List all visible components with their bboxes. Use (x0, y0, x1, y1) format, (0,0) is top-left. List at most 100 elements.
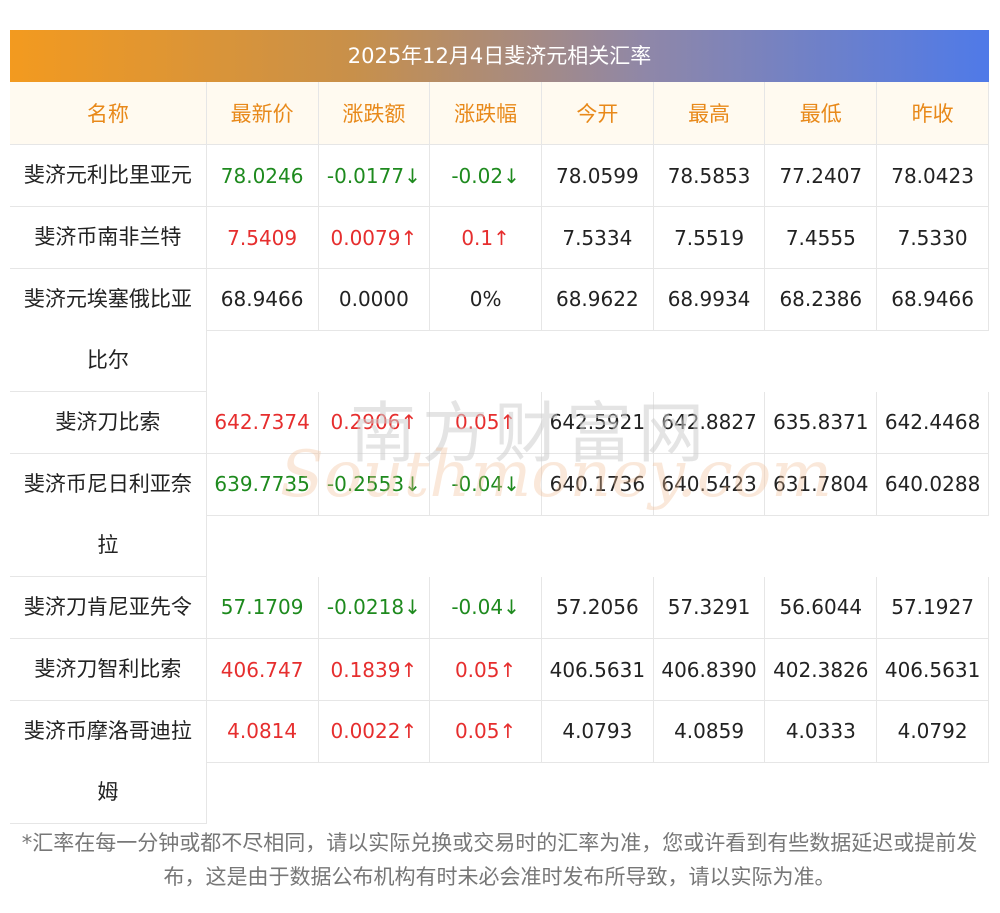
rates-table: 名称 最新价 涨跌额 涨跌幅 今开 最高 最低 昨收 斐济元利比里亚元 78.02… (10, 82, 989, 824)
cell-pct: 0.05↑ (429, 700, 542, 763)
currency-name: 斐济刀肯尼亚先令 (10, 576, 207, 639)
cell-prev: 4.0792 (876, 700, 989, 763)
cell-open: 642.5921 (541, 391, 654, 454)
cell-prev: 57.1927 (876, 576, 989, 639)
cell-high: 640.5423 (653, 453, 766, 516)
cell-latest: 57.1709 (206, 576, 319, 639)
cell-pct: -0.02↓ (429, 144, 542, 207)
table-row: 斐济刀比索 642.7374 0.2906↑ 0.05↑ 642.5921 642.882… (10, 391, 989, 454)
table-row: 斐济币摩洛哥迪拉姆 4.0814 0.0022↑ 0.05↑ 4.0793 4.0859 4… (10, 700, 989, 824)
cell-high: 57.3291 (653, 576, 766, 639)
table-row: 斐济刀肯尼亚先令 57.1709 -0.0218↓ -0.04↓ 57.2056 57.3… (10, 576, 989, 639)
row-spacer (206, 330, 988, 391)
cell-open: 68.9622 (541, 268, 654, 331)
cell-latest: 639.7735 (206, 453, 319, 516)
currency-name-line1: 斐济币摩洛哥迪拉 (23, 719, 192, 743)
currency-name: 斐济币摩洛哥迪拉姆 (10, 700, 207, 824)
header-pct: 涨跌幅 (429, 82, 542, 145)
cell-prev: 642.4468 (876, 391, 989, 454)
table-row: 斐济刀智利比索 406.747 0.1839↑ 0.05↑ 406.5631 406.83… (10, 638, 989, 701)
cell-prev: 406.5631 (876, 638, 989, 701)
cell-pct: -0.04↓ (429, 576, 542, 639)
table-row: 斐济元利比里亚元 78.0246 -0.0177↓ -0.02↓ 78.0599 78.5… (10, 144, 989, 207)
cell-open: 4.0793 (541, 700, 654, 763)
currency-name-line2: 姆 (97, 780, 119, 804)
cell-pct: 0% (429, 268, 542, 331)
currency-name-line1: 斐济元埃塞俄比亚 (23, 287, 192, 311)
currency-name-line1: 斐济元利比里亚元 (23, 163, 192, 187)
cell-change: -0.0177↓ (318, 144, 431, 207)
cell-low: 4.0333 (764, 700, 878, 763)
currency-name-line1: 斐济刀比索 (55, 410, 161, 434)
cell-latest: 4.0814 (206, 700, 319, 763)
rates-body: 斐济元利比里亚元 78.0246 -0.0177↓ -0.02↓ 78.0599 78.5… (10, 144, 989, 824)
cell-latest: 68.9466 (206, 268, 319, 331)
rates-panel: 2025年12月4日斐济元相关汇率 名称 最新价 涨跌额 涨跌幅 今开 最高 最… (10, 30, 989, 824)
cell-change: 0.0022↑ (318, 700, 431, 763)
cell-change: 0.0000 (318, 268, 431, 331)
header-latest: 最新价 (206, 82, 319, 145)
cell-prev: 78.0423 (876, 144, 989, 207)
table-title: 2025年12月4日斐济元相关汇率 (10, 30, 989, 82)
currency-name: 斐济币南非兰特 (10, 206, 207, 269)
cell-high: 406.8390 (653, 638, 766, 701)
cell-change: -0.2553↓ (318, 453, 431, 516)
currency-name-line1: 斐济刀肯尼亚先令 (23, 595, 192, 619)
cell-high: 4.0859 (653, 700, 766, 763)
cell-prev: 640.0288 (876, 453, 989, 516)
currency-name-line2: 比尔 (86, 348, 129, 372)
header-name: 名称 (10, 82, 207, 145)
cell-open: 406.5631 (541, 638, 654, 701)
currency-name: 斐济刀智利比索 (10, 638, 207, 701)
cell-low: 402.3826 (764, 638, 878, 701)
header-high: 最高 (653, 82, 766, 145)
header-change: 涨跌额 (318, 82, 431, 145)
table-row: 斐济币尼日利亚奈拉 639.7735 -0.2553↓ -0.04↓ 640.1736 6… (10, 453, 989, 577)
currency-name: 斐济元埃塞俄比亚 比尔 (10, 268, 207, 392)
table-row: 斐济元埃塞俄比亚 比尔 68.9466 0.0000 0% 68.9622 68.9934 6… (10, 268, 989, 392)
cell-change: 0.1839↑ (318, 638, 431, 701)
cell-pct: 0.1↑ (429, 206, 542, 269)
cell-change: 0.0079↑ (318, 206, 431, 269)
header-low: 最低 (764, 82, 878, 145)
cell-prev: 7.5330 (876, 206, 989, 269)
cell-open: 57.2056 (541, 576, 654, 639)
cell-pct: 0.05↑ (429, 391, 542, 454)
cell-low: 77.2407 (764, 144, 878, 207)
cell-high: 7.5519 (653, 206, 766, 269)
cell-low: 7.4555 (764, 206, 878, 269)
cell-low: 631.7804 (764, 453, 878, 516)
cell-pct: 0.05↑ (429, 638, 542, 701)
cell-low: 56.6044 (764, 576, 878, 639)
header-prev: 昨收 (876, 82, 989, 145)
currency-name-line1: 斐济币南非兰特 (34, 225, 182, 249)
cell-prev: 68.9466 (876, 268, 989, 331)
cell-change: -0.0218↓ (318, 576, 431, 639)
cell-pct: -0.04↓ (429, 453, 542, 516)
header-row: 名称 最新价 涨跌额 涨跌幅 今开 最高 最低 昨收 (10, 82, 989, 145)
row-spacer (206, 762, 988, 823)
currency-name: 斐济币尼日利亚奈拉 (10, 453, 207, 577)
row-spacer (206, 515, 988, 576)
cell-high: 642.8827 (653, 391, 766, 454)
disclaimer-note: *汇率在每一分钟或都不尽相同，请以实际兑换或交易时的汇率为准，您或许看到有些数据… (21, 831, 978, 889)
cell-open: 7.5334 (541, 206, 654, 269)
cell-low: 635.8371 (764, 391, 878, 454)
currency-name-line2: 拉 (97, 533, 119, 557)
cell-open: 78.0599 (541, 144, 654, 207)
cell-high: 78.5853 (653, 144, 766, 207)
cell-change: 0.2906↑ (318, 391, 431, 454)
header-open: 今开 (541, 82, 654, 145)
cell-low: 68.2386 (764, 268, 878, 331)
currency-name-line1: 斐济币尼日利亚奈 (23, 472, 192, 496)
cell-high: 68.9934 (653, 268, 766, 331)
cell-latest: 7.5409 (206, 206, 319, 269)
currency-name-line1: 斐济刀智利比索 (34, 657, 182, 681)
currency-name: 斐济元利比里亚元 (10, 144, 207, 207)
currency-name: 斐济刀比索 (10, 391, 207, 454)
cell-latest: 406.747 (206, 638, 319, 701)
cell-latest: 642.7374 (206, 391, 319, 454)
table-row: 斐济币南非兰特 7.5409 0.0079↑ 0.1↑ 7.5334 7.5519 7.45… (10, 206, 989, 269)
cell-open: 640.1736 (541, 453, 654, 516)
cell-latest: 78.0246 (206, 144, 319, 207)
